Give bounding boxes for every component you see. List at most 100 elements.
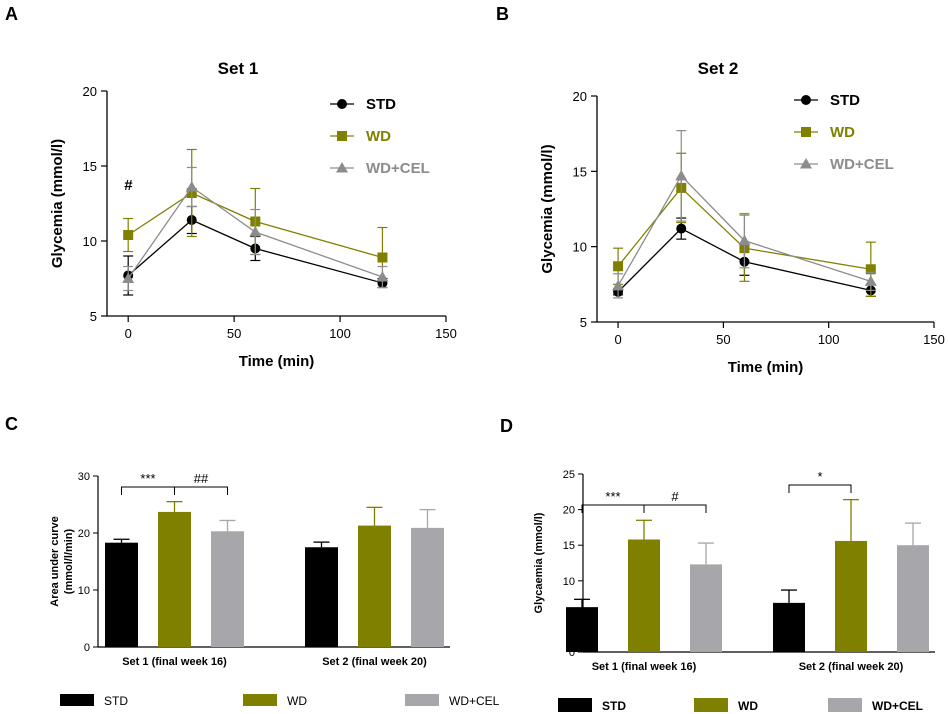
panel-label-C: C: [5, 414, 18, 434]
y-tick-label-B: 15: [573, 164, 587, 179]
bar-WD+CEL-C: [411, 527, 444, 647]
legend-marker-WD-A: [337, 131, 347, 141]
legend-label-WD+CEL-C: WD+CEL: [449, 694, 500, 708]
x-tick-label-B: 150: [923, 332, 945, 347]
legend-marker-WD+CEL-B: [800, 158, 812, 169]
significance-label-D: *: [817, 469, 822, 484]
data-point-WD-B: [865, 264, 876, 275]
bar-STD-D: [566, 607, 598, 652]
legend-marker-STD-A: [337, 99, 347, 109]
y-tick-label-C: 20: [78, 528, 90, 540]
y-tick-label-C: 30: [78, 471, 90, 483]
data-point-WD+CEL-B: [864, 275, 877, 286]
legend-swatch-STD-C: [60, 694, 94, 706]
y-tick-label-B: 5: [580, 315, 587, 330]
x-category-label-C: Set 2 (final week 20): [322, 656, 427, 668]
legend-label-WD-D: WD: [738, 699, 758, 713]
data-point-WD-A: [377, 252, 388, 263]
data-point-WD+CEL-A: [249, 226, 262, 237]
legend-label-STD-D: STD: [602, 699, 626, 713]
chart-title-B: Set 2: [698, 59, 739, 78]
bar-WD+CEL-C: [211, 531, 244, 647]
significance-label-C: ##: [194, 471, 209, 486]
x-category-label-C: Set 1 (final week 16): [122, 656, 227, 668]
significance-bracket-D: [643, 504, 707, 513]
legend-marker-WD-B: [801, 127, 811, 137]
x-tick-label-A: 0: [125, 326, 132, 341]
legend-swatch-WD+CEL-C: [405, 694, 439, 706]
y-tick-label-D: 10: [563, 576, 575, 588]
annotation-A: #: [124, 177, 133, 194]
bar-WD-D: [628, 539, 660, 652]
legend-swatch-WD-C: [243, 694, 277, 706]
y-axis-label-A: Glycemia (mmol/l): [49, 139, 66, 268]
panel-label-D: D: [500, 416, 513, 436]
y-tick-label-D: 15: [563, 540, 575, 552]
x-tick-label-A: 100: [329, 326, 351, 341]
y-tick-label-D: 20: [563, 505, 575, 517]
bar-WD-C: [158, 511, 191, 647]
bar-WD+CEL-D: [897, 545, 929, 652]
series-line-WD+CEL-A: [127, 186, 383, 279]
x-tick-label-B: 0: [614, 332, 621, 347]
y-tick-label-C: 10: [78, 585, 90, 597]
x-category-label-D: Set 2 (final week 20): [799, 661, 904, 673]
data-point-WD+CEL-A: [376, 271, 389, 282]
legend-label-STD-A: STD: [366, 96, 396, 113]
bar-STD-C: [305, 547, 338, 647]
data-point-STD-B: [676, 223, 687, 234]
y-tick-label-D: 0: [569, 647, 575, 659]
data-point-WD-B: [613, 261, 624, 272]
bar-STD-C: [105, 542, 138, 647]
y-tick-label-B: 10: [573, 240, 587, 255]
y-axis-label-C: (mmol/l/min): [63, 528, 75, 594]
legend-swatch-WD+CEL-D: [828, 698, 862, 712]
y-tick-label-B: 20: [573, 89, 587, 104]
x-tick-label-A: 50: [227, 326, 241, 341]
data-point-WD+CEL-B: [675, 169, 688, 181]
x-axis-label-B: Time (min): [728, 359, 804, 376]
panel-label-A: A: [5, 4, 18, 24]
series-line-STD-A: [127, 219, 383, 284]
legend-label-WD+CEL-A: WD+CEL: [366, 160, 430, 177]
chart-title-A: Set 1: [218, 59, 259, 78]
significance-bracket-C: [121, 486, 175, 495]
legend-label-WD-B: WD: [830, 124, 855, 141]
y-tick-label-C: 0: [84, 642, 90, 654]
y-axis-label-D: Glycaemia (mmol/l): [533, 512, 545, 613]
significance-bracket-D: [788, 484, 852, 493]
data-point-WD+CEL-A: [122, 272, 135, 283]
series-line-WD-B: [617, 186, 871, 270]
y-tick-label-A: 10: [83, 234, 97, 249]
significance-bracket-C: [174, 486, 228, 495]
legend-swatch-WD-D: [694, 698, 728, 712]
data-point-WD+CEL-B: [738, 234, 751, 246]
legend-marker-STD-B: [801, 95, 811, 105]
significance-label-D: ***: [605, 489, 620, 504]
series-line-WD+CEL-B: [617, 174, 872, 287]
legend-label-WD-A: WD: [366, 128, 391, 145]
legend-label-STD-C: STD: [104, 694, 128, 708]
y-tick-label-A: 15: [83, 159, 97, 174]
bar-WD+CEL-D: [690, 564, 722, 652]
series-line-WD-A: [127, 192, 383, 259]
legend-marker-WD+CEL-A: [336, 162, 348, 173]
y-axis-label-B: Glycemia (mmol/l): [539, 144, 556, 273]
panel-label-B: B: [496, 4, 509, 24]
data-point-WD-A: [123, 230, 134, 240]
legend-swatch-STD-D: [558, 698, 592, 712]
bar-WD-C: [358, 525, 391, 647]
legend-label-WD+CEL-D: WD+CEL: [872, 699, 923, 713]
y-tick-label-A: 20: [83, 84, 97, 99]
x-tick-label-A: 150: [435, 326, 457, 341]
x-tick-label-B: 100: [818, 332, 840, 347]
y-tick-label-D: 25: [563, 469, 575, 481]
data-point-WD+CEL-A: [185, 181, 198, 192]
significance-label-D: #: [671, 489, 679, 504]
x-tick-label-B: 50: [716, 332, 730, 347]
legend-label-WD+CEL-B: WD+CEL: [830, 156, 894, 173]
y-axis-label-C: Area under curve: [49, 516, 61, 606]
significance-label-C: ***: [140, 471, 155, 486]
data-point-WD+CEL-B: [612, 279, 625, 291]
